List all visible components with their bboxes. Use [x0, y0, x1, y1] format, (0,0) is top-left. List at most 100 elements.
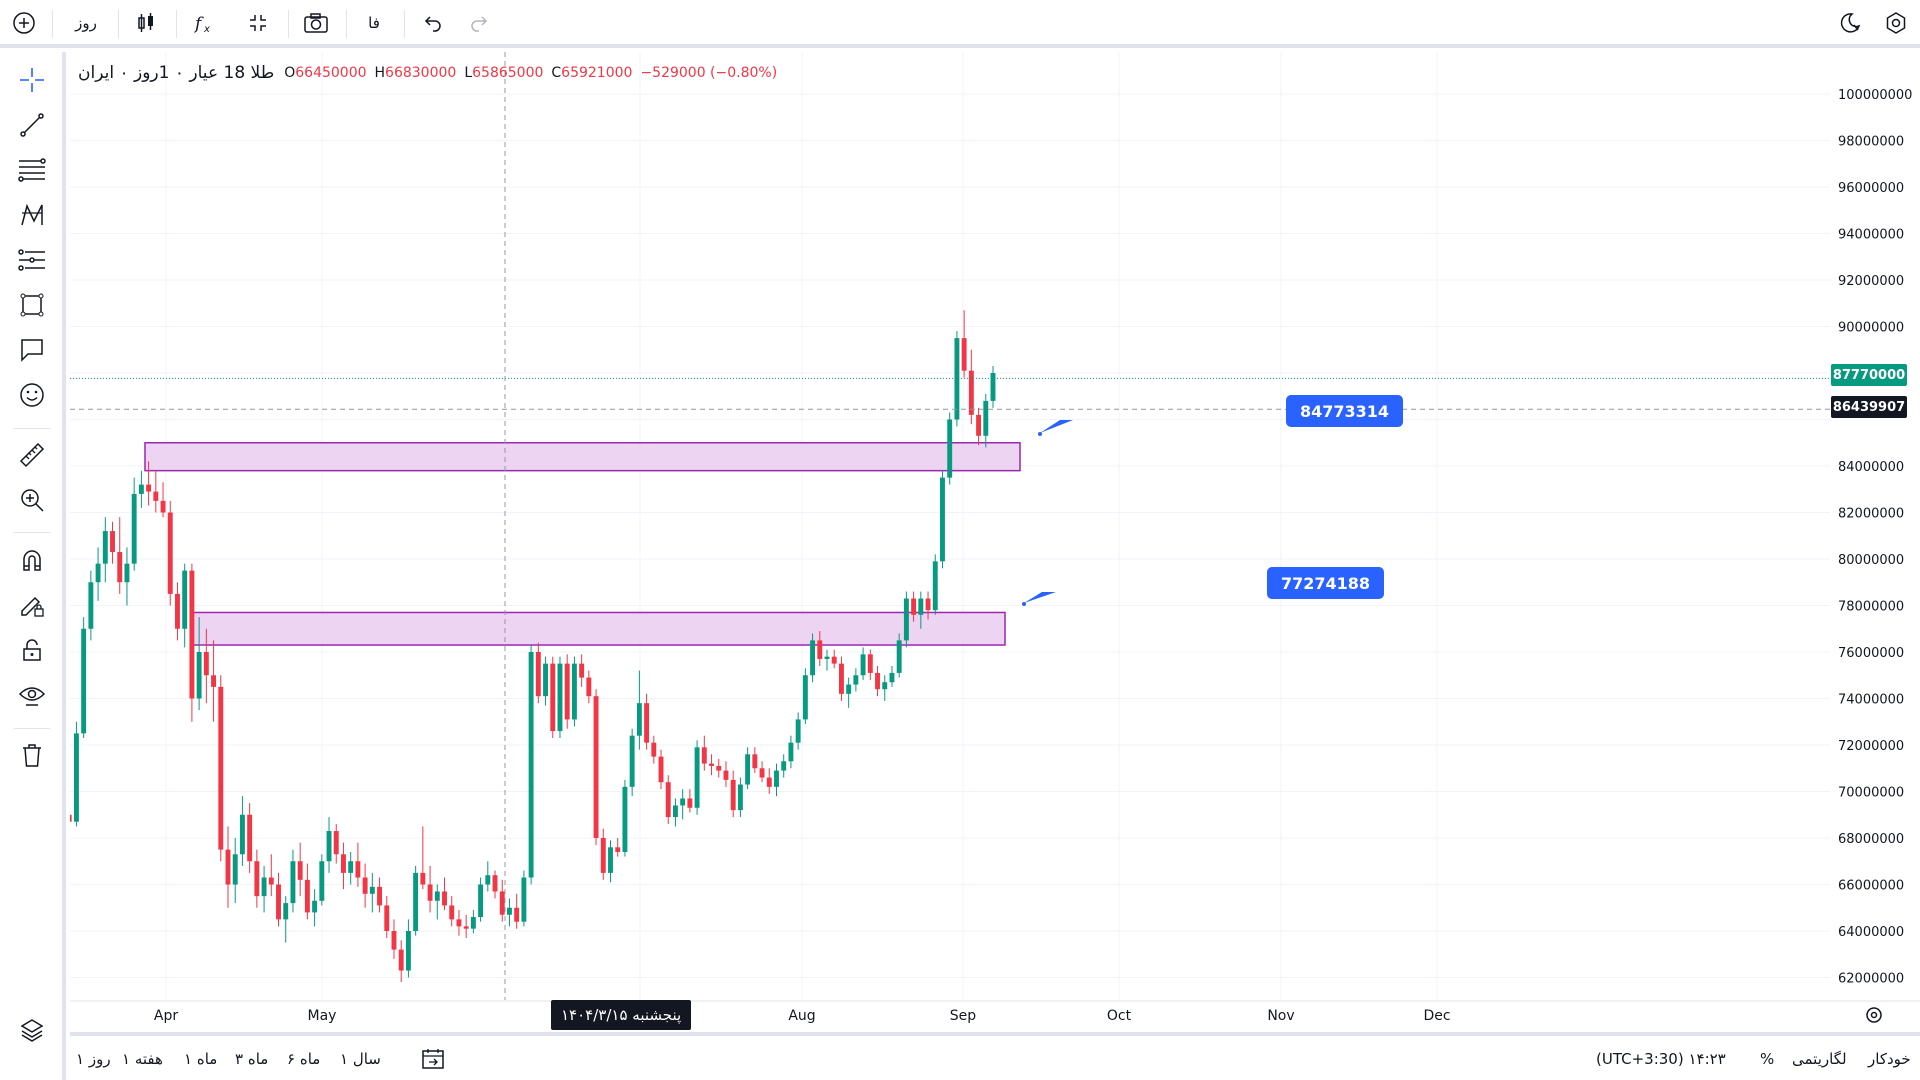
- ruler-icon[interactable]: [14, 437, 50, 473]
- candle-body: [182, 570, 188, 629]
- candle-body: [442, 891, 447, 906]
- candle-body: [723, 770, 729, 780]
- candle-body: [333, 831, 339, 855]
- symbol-title[interactable]: طلا 18 عیار ۰ 1روز ۰ ایران: [78, 63, 275, 83]
- candle-body: [470, 917, 476, 929]
- prediction-icon[interactable]: [14, 242, 50, 278]
- candle-body: [377, 886, 383, 906]
- hide-drawings-icon[interactable]: [14, 677, 50, 713]
- redo-icon[interactable]: [462, 8, 498, 38]
- axis-settings-icon[interactable]: [1862, 1003, 1886, 1027]
- price-axis-label: 72000000: [1838, 739, 1904, 754]
- zoom-in-icon[interactable]: [14, 482, 50, 518]
- stay-in-drawing-icon[interactable]: [14, 587, 50, 623]
- legend-change: −529000 (−0.80%): [640, 65, 778, 81]
- add-symbol-icon[interactable]: [8, 8, 40, 38]
- time-axis-label: Oct: [1107, 1008, 1132, 1024]
- interval-button[interactable]: روز: [75, 14, 97, 32]
- trend-line-icon[interactable]: [14, 107, 50, 143]
- range-1y[interactable]: سال ۱: [340, 1050, 381, 1068]
- candle-body: [290, 861, 296, 904]
- timezone-button[interactable]: (UTC+3:30) ۱۴:۲۳: [1596, 1050, 1726, 1068]
- candle-body: [319, 861, 325, 901]
- candle-body: [903, 598, 909, 641]
- magnet-icon[interactable]: [14, 542, 50, 578]
- candle-body: [550, 663, 556, 732]
- candle-body: [636, 703, 642, 736]
- candle-body: [644, 703, 650, 743]
- candle-body: [687, 798, 693, 808]
- candle-body: [355, 861, 361, 878]
- candle-body: [665, 782, 671, 818]
- object-tree-icon[interactable]: [14, 1012, 50, 1048]
- candle-body: [940, 477, 945, 562]
- candle-body: [398, 949, 404, 971]
- candle-body: [766, 777, 772, 787]
- pattern-icon[interactable]: [14, 197, 50, 233]
- candle-body: [925, 598, 931, 611]
- lower-zone-callout[interactable]: 77274188: [1267, 567, 1385, 599]
- date-range-icon[interactable]: [420, 1046, 446, 1072]
- support-zone: [191, 611, 1006, 646]
- candle-body: [413, 872, 419, 931]
- price-axis-label: 76000000: [1838, 646, 1904, 661]
- range-1d[interactable]: روز ۱: [76, 1050, 111, 1068]
- candle-body: [449, 905, 455, 920]
- candle-body: [672, 805, 678, 818]
- price-axis-label: 94000000: [1838, 228, 1904, 243]
- candle-body: [759, 768, 765, 778]
- svg-text:x: x: [203, 24, 210, 35]
- crosshair-icon[interactable]: [14, 62, 50, 98]
- settings-icon[interactable]: [1878, 8, 1914, 38]
- candle-body: [593, 696, 599, 838]
- range-1w[interactable]: هفته ۱: [122, 1050, 163, 1068]
- theme-toggle-icon[interactable]: [1832, 8, 1868, 38]
- time-axis-label: Apr: [154, 1008, 178, 1024]
- candle-body: [730, 779, 736, 811]
- trash-icon[interactable]: [14, 737, 50, 773]
- candle-body: [102, 531, 108, 564]
- candle-body: [95, 563, 101, 583]
- candle-body: [146, 484, 152, 492]
- candles-icon[interactable]: [128, 8, 164, 38]
- candle-body: [810, 640, 816, 676]
- time-axis-label: May: [308, 1008, 337, 1024]
- emoji-icon[interactable]: [14, 377, 50, 413]
- range-3m[interactable]: ماه ۳: [235, 1050, 269, 1068]
- fullscreen-icon[interactable]: [240, 8, 276, 38]
- candle-body: [138, 484, 144, 494]
- range-1m[interactable]: ماه ۱: [184, 1050, 218, 1068]
- candle-body: [348, 861, 354, 873]
- price-axis-label: 74000000: [1838, 693, 1904, 708]
- candle-body: [795, 719, 801, 743]
- undo-icon[interactable]: [414, 8, 450, 38]
- camera-icon[interactable]: [298, 8, 334, 38]
- candle-body: [81, 628, 87, 734]
- price-chart[interactable]: 100000000 98000000 96000000 94000000 9200000…: [70, 52, 1920, 1052]
- candle-body: [203, 652, 209, 676]
- auto-toggle[interactable]: خودکار: [1868, 1050, 1911, 1068]
- candle-body: [658, 756, 664, 783]
- range-6m[interactable]: ماه ۶: [287, 1050, 321, 1068]
- rectangle-icon[interactable]: [14, 287, 50, 323]
- candle-body: [535, 652, 541, 697]
- candle-body: [507, 907, 512, 915]
- lock-icon[interactable]: [14, 632, 50, 668]
- candle-body: [737, 784, 743, 811]
- svg-text:f: f: [193, 14, 204, 34]
- candle-body: [276, 884, 281, 920]
- candle-body: [896, 640, 902, 673]
- language-button[interactable]: فا: [368, 14, 380, 32]
- fib-retracement-icon[interactable]: [14, 152, 50, 188]
- candle-body: [70, 814, 72, 822]
- log-toggle[interactable]: لگاریتمی: [1792, 1050, 1847, 1068]
- candle-body: [990, 373, 996, 401]
- candle-body: [543, 663, 548, 697]
- candle-body: [131, 493, 137, 564]
- percent-toggle[interactable]: %: [1760, 1050, 1775, 1068]
- time-axis-label: Dec: [1423, 1008, 1450, 1024]
- candle-body: [918, 598, 924, 615]
- callout-icon[interactable]: [14, 332, 50, 368]
- upper-zone-callout[interactable]: 84773314: [1286, 395, 1404, 427]
